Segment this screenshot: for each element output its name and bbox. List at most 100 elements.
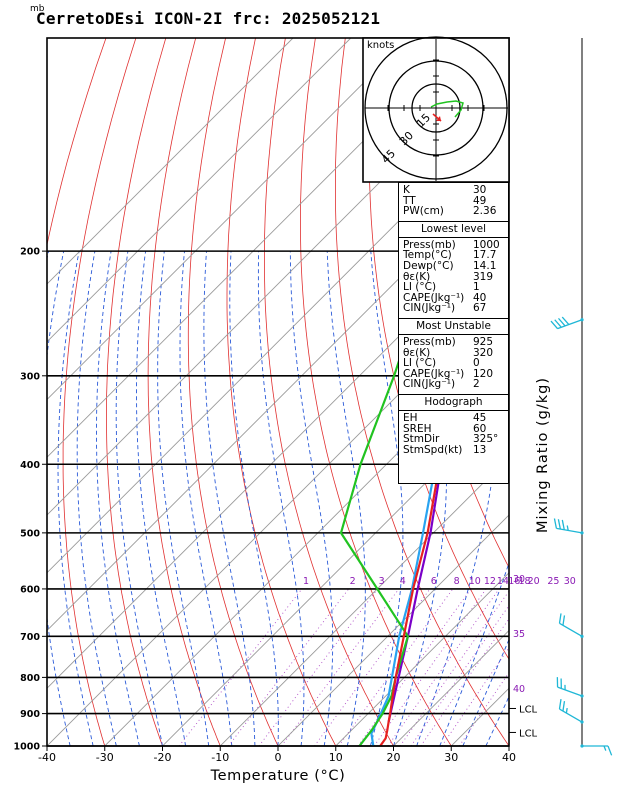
dry-adiabat bbox=[62, 38, 137, 746]
wind-barb-flag bbox=[558, 317, 566, 327]
isotherm-line bbox=[47, 38, 467, 458]
most-unstable-row: Press(mb) 925 bbox=[399, 337, 508, 348]
mixing-ratio-label: 3 bbox=[379, 576, 385, 587]
temp-tick-label: 20 bbox=[387, 751, 401, 764]
lowest-level-row: Temp(°C) 17.7 bbox=[399, 250, 508, 261]
index-value: 320 bbox=[473, 346, 494, 359]
wind-barb-flag bbox=[558, 699, 562, 710]
lowest-level-row: Dewp(°C) 14.1 bbox=[399, 261, 508, 272]
wind-barb-shaft bbox=[557, 319, 583, 330]
wind-barb-dot bbox=[580, 634, 584, 638]
hodograph-unit-label: knots bbox=[367, 40, 394, 51]
dry-adiabat bbox=[264, 38, 394, 746]
wind-barb-shaft bbox=[559, 708, 583, 723]
most-unstable-row: CIN(Jkg⁻¹) 2 bbox=[399, 379, 508, 390]
dry-adiabat bbox=[147, 38, 221, 746]
index-value: 17.7 bbox=[473, 249, 497, 262]
lowest-level-rows: Press(mb) 1000 Temp(°C) 17.7 Dewp(°C) 14.1 θε(… bbox=[399, 240, 508, 314]
lcl-label: LCL bbox=[519, 704, 538, 715]
index-label: CAPE(Jkg⁻¹) bbox=[403, 291, 465, 304]
wind-barb-flag bbox=[558, 613, 562, 624]
index-value: 1 bbox=[473, 281, 480, 294]
mixing-ratio-label: 10 bbox=[469, 576, 481, 587]
dry-adiabat bbox=[555, 38, 618, 761]
mixing-ratio-label: 25 bbox=[547, 576, 559, 587]
wind-barb-flag bbox=[566, 525, 569, 531]
mixing-ratio-label: 14 bbox=[497, 576, 509, 587]
dry-adiabat bbox=[105, 38, 167, 746]
index-value: 40 bbox=[473, 291, 487, 304]
dry-adiabats bbox=[47, 38, 618, 761]
mixing-ratio-line bbox=[258, 588, 378, 746]
temp-tick-label: -40 bbox=[38, 751, 56, 764]
hodograph-row: EH 45 bbox=[399, 413, 508, 424]
chart-title: CerretoDEsi ICON-2I frc: 2025052121 bbox=[36, 9, 381, 28]
lowest-level-row: CAPE(Jkg⁻¹) 40 bbox=[399, 293, 508, 304]
mixing-ratio-line bbox=[338, 588, 454, 746]
index-value: 67 bbox=[473, 302, 487, 315]
pressure-tick-label: 400 bbox=[20, 460, 40, 471]
temp-tick-label: 30 bbox=[444, 751, 458, 764]
index-value: 45 bbox=[473, 411, 487, 424]
index-value: 120 bbox=[473, 367, 494, 380]
most-unstable-heading: Most Unstable bbox=[399, 317, 508, 335]
most-unstable-rows: Press(mb) 925 θε(K) 320 LI (°C) 0 CAPE(Jkg⁻¹) 1… bbox=[399, 337, 508, 390]
pressure-tick-label: 900 bbox=[20, 709, 40, 720]
temp-tick-label: 0 bbox=[275, 751, 282, 764]
isotherm-line bbox=[47, 38, 409, 401]
index-label: Dewp(°C) bbox=[403, 259, 454, 272]
dewpoint-curve bbox=[339, 319, 414, 746]
wind-barb-flag bbox=[561, 316, 570, 325]
wind-barb-shaft bbox=[556, 527, 583, 534]
index-value: 60 bbox=[473, 422, 487, 435]
mixing-ratio-label: 30 bbox=[564, 576, 576, 587]
wind-barb-flag bbox=[554, 319, 562, 328]
index-value: 14.1 bbox=[473, 259, 497, 272]
dry-adiabat bbox=[368, 38, 509, 661]
index-value: 925 bbox=[473, 335, 494, 348]
mixing-ratio-label: 4 bbox=[400, 576, 406, 587]
isotherm-line bbox=[47, 38, 352, 343]
index-label: SREH bbox=[403, 422, 432, 435]
x-axis-label: Temperature (°C) bbox=[210, 768, 346, 784]
wind-barb-shaft bbox=[557, 686, 583, 697]
index-value: 49 bbox=[473, 194, 487, 207]
mixing-ratio-label: 12 bbox=[484, 576, 496, 587]
moist-adiabat bbox=[157, 251, 210, 746]
index-label: CIN(Jkg⁻¹) bbox=[403, 378, 456, 391]
theta-e-label: 40 bbox=[513, 684, 525, 695]
index-value: 2.36 bbox=[473, 205, 497, 218]
moist-adiabat bbox=[229, 251, 279, 746]
hodograph-row: StmSpd(kt) 13 bbox=[399, 445, 508, 456]
index-label: StmDir bbox=[403, 433, 440, 446]
mixing-ratio-label: 16 bbox=[508, 576, 520, 587]
mixing-ratio-label: 2 bbox=[350, 576, 356, 587]
index-value: 319 bbox=[473, 270, 494, 283]
index-value: 325° bbox=[473, 433, 499, 446]
lowest-level-heading: Lowest level bbox=[399, 220, 508, 238]
index-row: K 30 bbox=[399, 185, 508, 196]
pressure-unit-label: mb bbox=[30, 4, 45, 14]
temp-tick-label: -20 bbox=[154, 751, 172, 764]
index-value: 2 bbox=[473, 378, 480, 391]
moist-adiabat bbox=[326, 251, 366, 746]
pressure-tick-label: 600 bbox=[20, 584, 40, 595]
hodograph-rows: EH 45 SREH 60 StmDir 325° StmSpd(kt) 13 bbox=[399, 413, 508, 455]
pressure-tick-label: 200 bbox=[20, 247, 40, 258]
temp-tick-label: 40 bbox=[502, 751, 516, 764]
dry-adiabat bbox=[585, 38, 618, 761]
mixing-ratio-line bbox=[441, 646, 509, 746]
index-label: Temp(°C) bbox=[403, 249, 452, 262]
wind-barb-flag bbox=[562, 701, 566, 712]
isotherm-line bbox=[335, 572, 509, 746]
storm-motion-arrowhead bbox=[436, 116, 441, 121]
isotherm-line bbox=[47, 283, 509, 746]
mixing-ratio-axis-label: Mixing Ratio (g/kg) bbox=[535, 377, 551, 533]
isotherm-line bbox=[552, 38, 618, 761]
moist-adiabat bbox=[57, 251, 94, 746]
moist-adiabat bbox=[136, 251, 187, 746]
pressure-tick-label: 1000 bbox=[14, 742, 41, 753]
